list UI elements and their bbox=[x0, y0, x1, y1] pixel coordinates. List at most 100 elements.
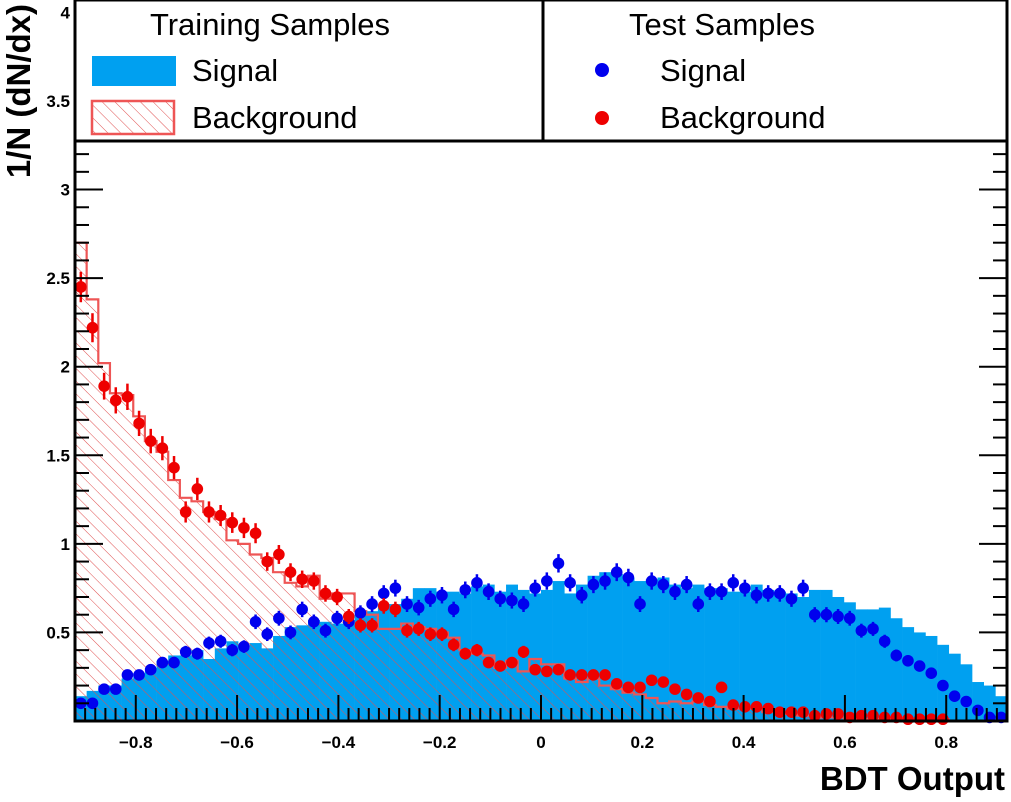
background-test-point bbox=[575, 669, 588, 681]
signal-train-bar bbox=[599, 572, 612, 721]
background-train-bar bbox=[587, 678, 600, 721]
signal-test-point bbox=[377, 587, 390, 600]
background-test-point bbox=[471, 644, 483, 656]
x-tick-label: 0 bbox=[536, 733, 545, 752]
background-test-point bbox=[727, 699, 740, 711]
signal-test-point bbox=[319, 624, 332, 637]
legend-training-signal-swatch bbox=[92, 56, 176, 86]
signal-test-point bbox=[144, 663, 157, 676]
background-test-point bbox=[541, 665, 553, 678]
signal-train-bar bbox=[506, 584, 518, 721]
background-train-bar bbox=[575, 682, 588, 721]
background-train-bar bbox=[86, 299, 99, 721]
background-train-bar bbox=[622, 692, 635, 721]
signal-test-point bbox=[214, 635, 227, 648]
background-train-bar bbox=[308, 575, 320, 721]
background-test-point bbox=[86, 321, 99, 334]
signal-test-point bbox=[331, 612, 343, 625]
background-train-bar bbox=[226, 540, 239, 721]
legend-training-background-label: Background bbox=[192, 100, 357, 135]
background-train-bar bbox=[121, 395, 134, 721]
signal-test-point bbox=[902, 654, 914, 667]
y-tick-label: 3 bbox=[61, 181, 70, 200]
background-train-bar bbox=[704, 705, 717, 721]
background-test-point bbox=[389, 603, 402, 616]
signal-test-point bbox=[610, 566, 623, 578]
signal-test-point bbox=[774, 587, 786, 600]
x-tick-label: −0.4 bbox=[322, 733, 356, 752]
background-train-bar bbox=[214, 519, 227, 721]
signal-test-point bbox=[808, 608, 821, 621]
background-train-bar bbox=[610, 689, 623, 721]
background-test-point bbox=[645, 674, 658, 687]
signal-test-point bbox=[797, 582, 809, 594]
background-test-point bbox=[785, 706, 798, 718]
background-test-point bbox=[610, 677, 623, 690]
signal-train-bar bbox=[820, 589, 833, 721]
background-test-point bbox=[529, 663, 541, 676]
signal-test-point bbox=[424, 592, 437, 605]
background-train-bar bbox=[366, 614, 379, 721]
background-test-point bbox=[564, 669, 576, 681]
signal-test-point bbox=[750, 589, 763, 602]
background-train-bar bbox=[331, 593, 344, 721]
signal-test-point bbox=[121, 669, 134, 681]
signal-test-point bbox=[575, 589, 588, 602]
background-train-bar bbox=[715, 706, 728, 721]
background-train-bar bbox=[669, 701, 682, 721]
signal-train-bar bbox=[715, 588, 728, 721]
signal-train-bar bbox=[832, 596, 845, 721]
y-tick-label: 4 bbox=[61, 3, 71, 22]
signal-train-bar bbox=[541, 589, 553, 721]
signal-train-bar bbox=[902, 627, 915, 721]
signal-test-point bbox=[133, 669, 145, 681]
legend-training-signal-label: Signal bbox=[192, 53, 278, 88]
legend-test-signal-label: Signal bbox=[660, 53, 746, 88]
signal-test-point bbox=[156, 656, 169, 669]
signal-test-point bbox=[937, 679, 949, 692]
signal-test-point bbox=[308, 615, 320, 628]
background-train-bar bbox=[692, 701, 705, 721]
background-train-bar bbox=[109, 393, 122, 721]
background-test-point bbox=[634, 681, 646, 694]
background-train-bar bbox=[191, 501, 204, 721]
background-train-bar bbox=[797, 715, 810, 721]
background-test-point bbox=[366, 619, 378, 632]
signal-test-point bbox=[284, 626, 297, 639]
background-test-point bbox=[249, 527, 262, 540]
signal-test-point bbox=[249, 615, 262, 628]
background-test-point bbox=[342, 610, 355, 623]
x-tick-label: −0.6 bbox=[220, 733, 254, 752]
signal-train-bar bbox=[774, 591, 786, 721]
signal-train-bar bbox=[948, 653, 961, 721]
background-train-bar bbox=[680, 703, 693, 721]
signal-test-point bbox=[564, 577, 576, 589]
background-test-point bbox=[401, 624, 413, 637]
background-train-bar bbox=[249, 554, 262, 721]
legend-test-signal-marker bbox=[595, 63, 609, 77]
legend-box bbox=[73, 0, 1009, 143]
signal-train-bar bbox=[890, 618, 903, 721]
legend-test-background-marker bbox=[595, 111, 609, 125]
signal-test-point bbox=[622, 571, 635, 584]
signal-train-bar bbox=[494, 591, 507, 721]
background-train-bar bbox=[634, 694, 647, 721]
background-test-point bbox=[599, 669, 611, 681]
background-test-point bbox=[319, 587, 332, 600]
background-test-point bbox=[692, 692, 705, 704]
background-test-point bbox=[238, 522, 250, 534]
signal-train-bar bbox=[587, 575, 600, 721]
signal-train-bar bbox=[797, 596, 810, 721]
signal-test-point bbox=[191, 647, 204, 660]
background-train-bar bbox=[168, 480, 181, 721]
background-test-point bbox=[797, 706, 809, 718]
signal-test-point bbox=[843, 612, 856, 625]
y-tick-label: 2 bbox=[61, 358, 70, 377]
background-train-bar bbox=[447, 637, 460, 721]
signal-test-point bbox=[680, 578, 693, 591]
signal-train-bar bbox=[785, 593, 798, 721]
background-train-bar bbox=[482, 655, 495, 721]
background-test-point bbox=[121, 391, 134, 403]
signal-test-point bbox=[389, 582, 402, 594]
